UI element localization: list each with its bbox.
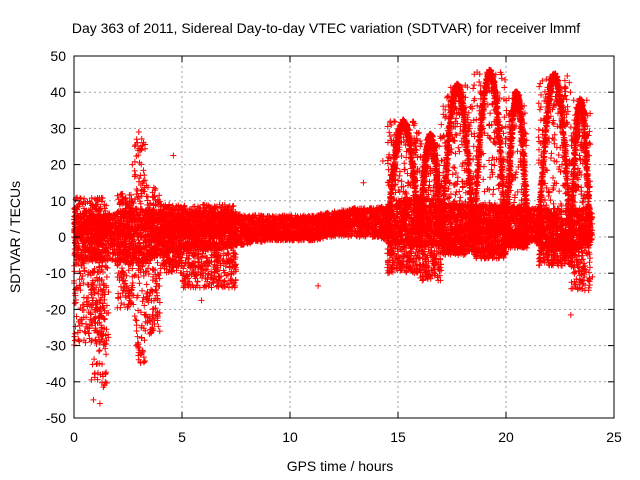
data-point (75, 260, 82, 267)
data-points (71, 66, 596, 407)
data-point (130, 238, 137, 245)
data-point (110, 249, 117, 256)
data-point (99, 242, 106, 249)
